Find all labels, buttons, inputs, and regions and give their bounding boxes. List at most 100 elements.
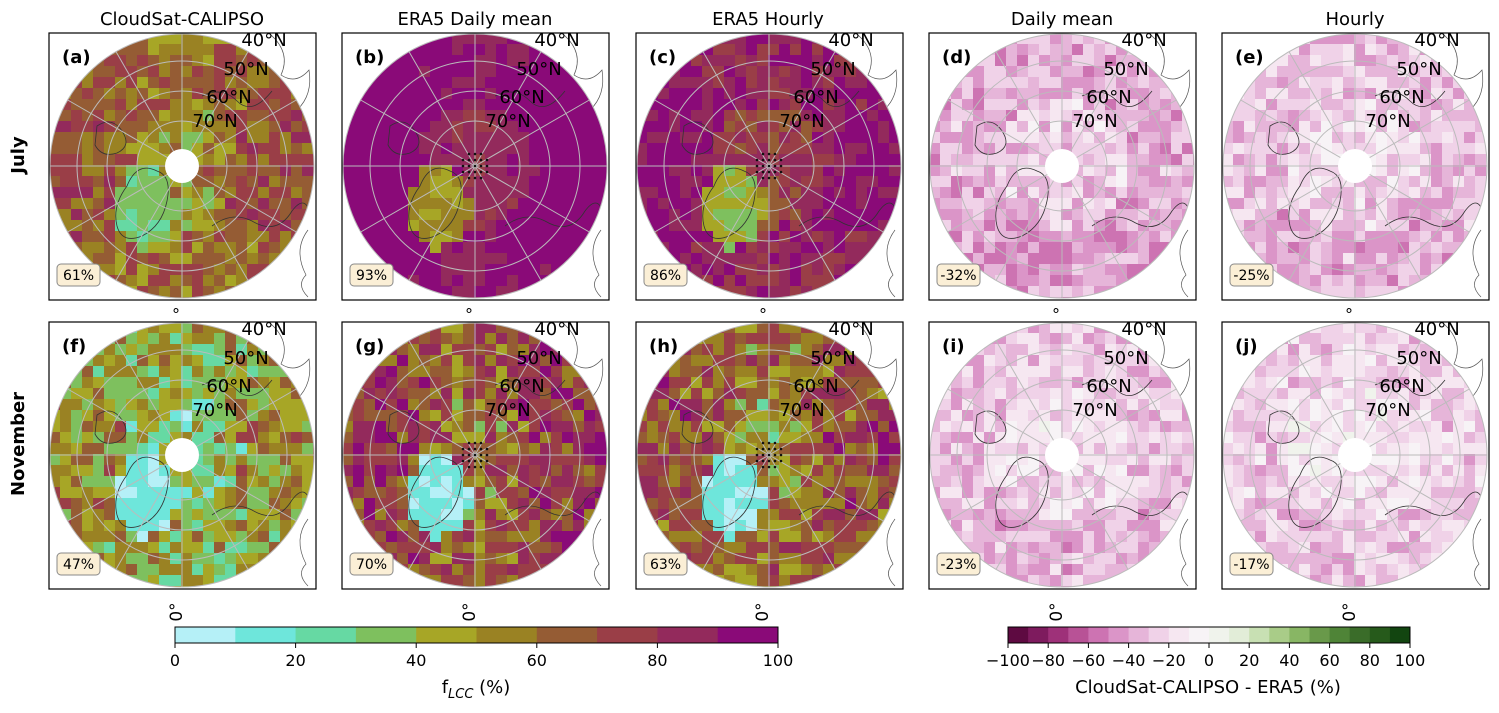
grid-cell — [1127, 187, 1139, 199]
grid-cell — [812, 198, 824, 210]
grid-cell — [746, 220, 758, 232]
stipple-dot — [474, 159, 477, 162]
grid-cell — [746, 366, 758, 378]
stipple-dot — [462, 159, 465, 162]
grid-cell — [1028, 399, 1040, 411]
grid-cell — [60, 187, 72, 199]
grid-cell — [724, 553, 736, 565]
grid-cell — [562, 366, 574, 378]
column-title-era5-hourly: ERA5 Hourly — [712, 9, 824, 30]
grid-cell — [507, 454, 519, 466]
grid-cell — [1398, 231, 1410, 243]
grid-cell — [258, 410, 270, 422]
grid-cell — [1343, 275, 1355, 287]
grid-cell — [669, 509, 681, 521]
grid-cell — [757, 264, 769, 276]
grid-cell — [735, 333, 747, 345]
grid-cell — [441, 66, 453, 78]
grid-cell — [71, 432, 83, 444]
grid-cell — [691, 110, 703, 122]
grid-cell — [236, 432, 248, 444]
grid-cell — [1171, 487, 1183, 499]
grid-cell — [669, 154, 681, 166]
grid-cell — [236, 465, 248, 477]
grid-cell — [735, 154, 747, 166]
grid-cell — [669, 432, 681, 444]
grid-cell — [126, 231, 138, 243]
grid-cell — [1244, 143, 1256, 155]
stipple-dot — [468, 159, 471, 162]
grid-cell — [1083, 542, 1095, 554]
grid-cell — [867, 110, 879, 122]
grid-cell — [562, 531, 574, 543]
grid-cell — [973, 542, 985, 554]
grid-cell — [126, 88, 138, 100]
grid-cell — [280, 231, 292, 243]
grid-cell — [790, 264, 802, 276]
grid-cell — [1431, 165, 1443, 177]
grid-cell — [441, 110, 453, 122]
grid-cell — [951, 209, 963, 221]
panel-id: (a) — [62, 47, 91, 68]
grid-cell — [940, 476, 952, 488]
grid-cell — [562, 242, 574, 254]
grid-cell — [790, 66, 802, 78]
grid-cell — [713, 231, 725, 243]
grid-cell — [148, 388, 160, 400]
grid-cell — [485, 333, 497, 345]
grid-cell — [1343, 198, 1355, 210]
grid-cell — [1138, 88, 1150, 100]
grid-cell — [790, 355, 802, 367]
grid-cell — [658, 498, 670, 510]
grid-cell — [551, 165, 563, 177]
grid-cell — [192, 388, 204, 400]
grid-cell — [962, 366, 974, 378]
grid-cell — [126, 154, 138, 166]
grid-cell — [562, 476, 574, 488]
grid-cell — [713, 55, 725, 67]
grid-cell — [419, 99, 431, 111]
grid-cell — [214, 275, 226, 287]
stipple-dot — [756, 448, 759, 451]
grid-cell — [225, 564, 237, 576]
grid-cell — [669, 465, 681, 477]
grid-cell — [485, 242, 497, 254]
grid-cell — [1006, 165, 1018, 177]
grid-cell — [247, 520, 259, 532]
grid-cell — [82, 520, 94, 532]
grid-cell — [1398, 333, 1410, 345]
grid-cell — [1039, 355, 1051, 367]
grid-cell — [1149, 154, 1161, 166]
grid-cell — [735, 242, 747, 254]
grid-cell — [973, 176, 985, 188]
grid-cell — [746, 388, 758, 400]
grid-cell — [889, 465, 901, 477]
grid-cell — [951, 110, 963, 122]
grid-cell — [386, 242, 398, 254]
grid-cell — [845, 88, 857, 100]
grid-cell — [724, 44, 736, 56]
grid-cell — [1083, 355, 1095, 367]
grid-cell — [60, 198, 72, 210]
grid-cell — [148, 253, 160, 265]
grid-cell — [1072, 520, 1084, 532]
grid-cell — [397, 443, 409, 455]
grid-cell — [551, 132, 563, 144]
grid-cell — [1072, 77, 1084, 89]
grid-cell — [485, 564, 497, 576]
grid-cell — [137, 253, 149, 265]
grid-cell — [375, 154, 387, 166]
grid-cell — [1343, 264, 1355, 276]
grid-cell — [203, 476, 215, 488]
grid-cell — [474, 564, 486, 576]
grid-cell — [779, 575, 791, 587]
grid-cell — [1442, 165, 1454, 177]
grid-cell — [995, 465, 1007, 477]
grid-cell — [269, 366, 281, 378]
grid-cell — [507, 531, 519, 543]
grid-cell — [973, 99, 985, 111]
grid-cell — [419, 465, 431, 477]
grid-cell — [1171, 421, 1183, 433]
grid-cell — [463, 110, 475, 122]
grid-cell — [115, 110, 127, 122]
